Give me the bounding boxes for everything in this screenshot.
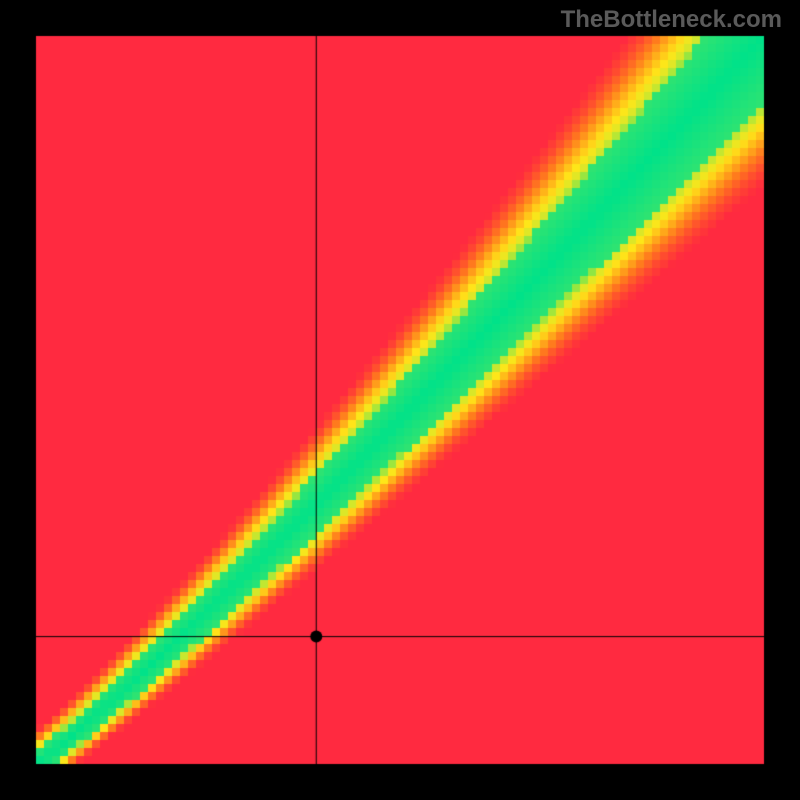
chart-container: TheBottleneck.com [0,0,800,800]
bottleneck-heatmap [0,0,800,800]
watermark-label: TheBottleneck.com [561,6,782,34]
